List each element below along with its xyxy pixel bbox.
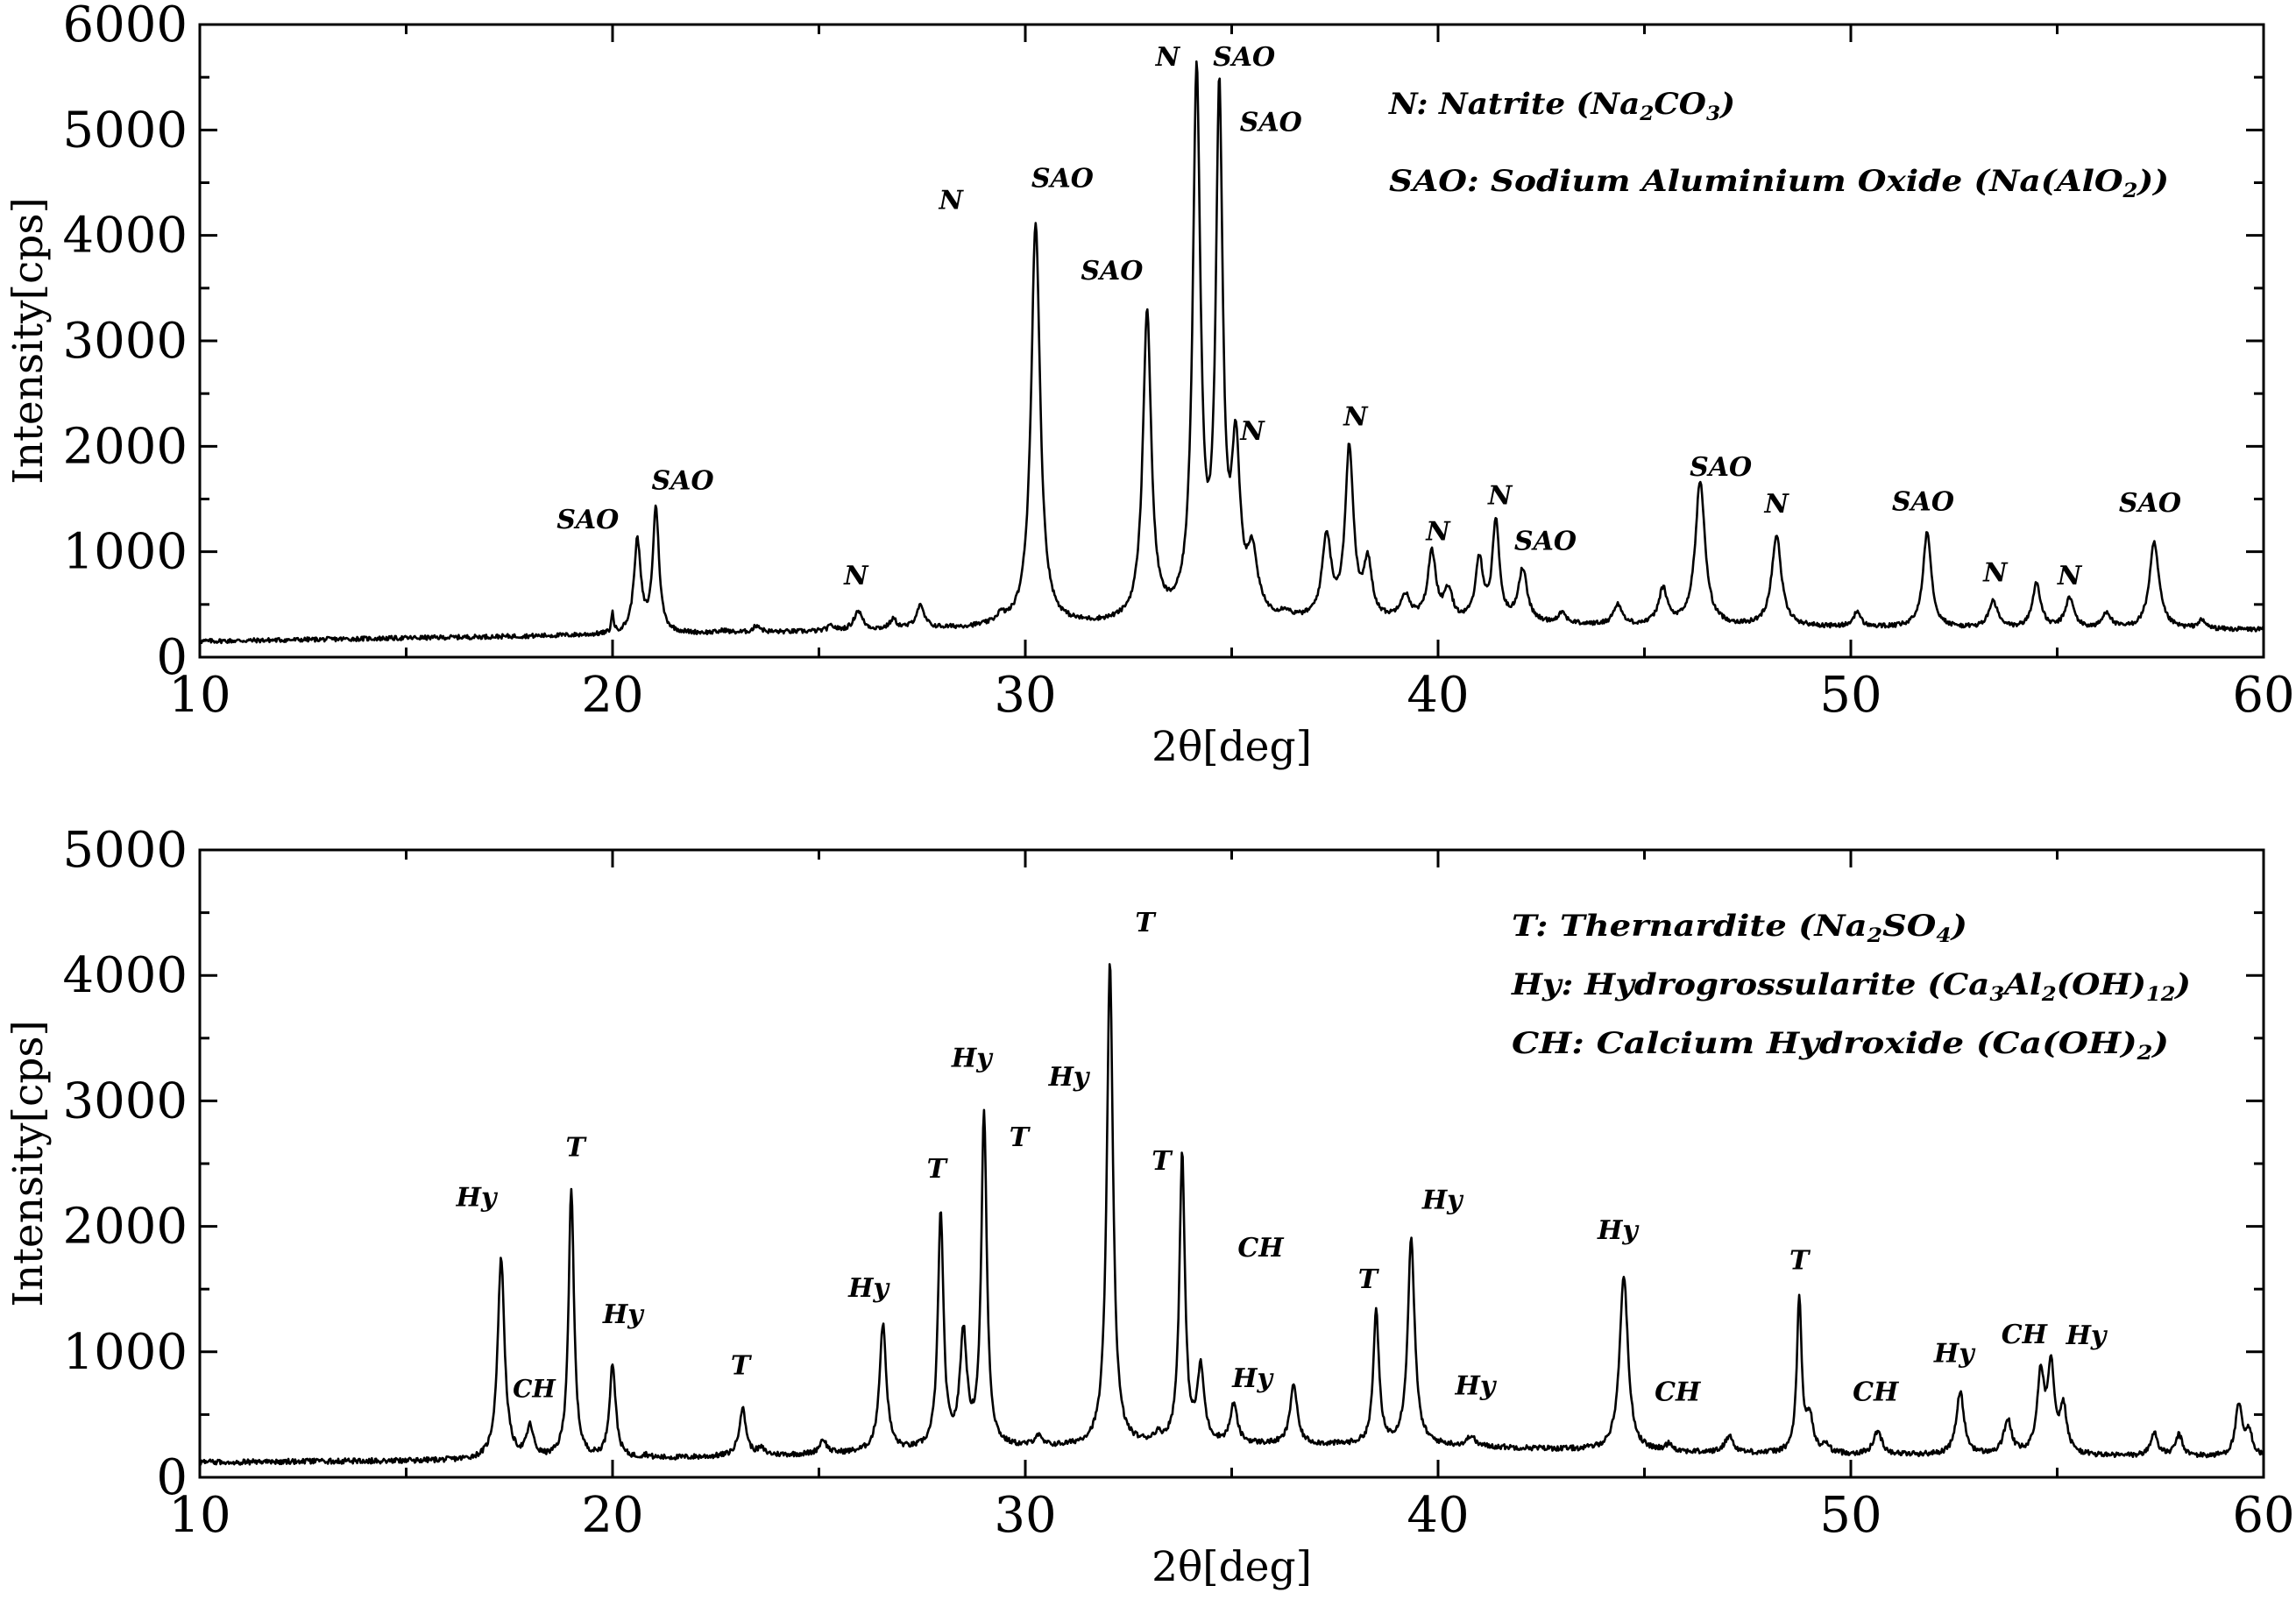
x-tick-label: 50: [1819, 1487, 1881, 1544]
y-tick-label: 0: [156, 1449, 188, 1506]
x-tick-label: 20: [581, 1487, 643, 1544]
x-axis-label: 2θ[deg]: [1152, 1543, 1312, 1591]
peak-label-t: T: [731, 1351, 753, 1382]
peak-label-t: T: [1789, 1245, 1811, 1276]
peak-label-hy: Hy: [951, 1044, 994, 1074]
peak-label-sao: SAO: [556, 505, 619, 535]
peak-label-hy: Hy: [456, 1183, 499, 1214]
peak-label-sao: SAO: [1031, 163, 1094, 194]
peak-label-sao: SAO: [1240, 108, 1302, 138]
xrd-pattern-line: [198, 963, 2265, 1466]
peak-label-n: N: [939, 186, 965, 216]
peak-label-hy: Hy: [847, 1273, 890, 1304]
peak-label-sao: SAO: [1213, 42, 1275, 73]
y-tick-label: 5000: [62, 822, 188, 879]
peak-label-hy: Hy: [1048, 1062, 1091, 1093]
peak-label-t: T: [1358, 1264, 1380, 1295]
peak-label-n: N: [1487, 481, 1513, 512]
plot-frame: [198, 23, 2265, 659]
y-tick-label: 2000: [62, 1199, 188, 1256]
x-tick-label: 30: [994, 667, 1056, 724]
peak-label-t: T: [1152, 1146, 1173, 1177]
legend-entry: CH: Calcium Hydroxide (Ca(OH) 2): [1512, 1026, 2169, 1065]
peak-label-hy: Hy: [1231, 1363, 1274, 1394]
y-tick-label: 6000: [62, 0, 188, 53]
y-tick-label: 3000: [62, 1072, 188, 1129]
peak-label-ch: CH: [513, 1374, 556, 1403]
x-tick-label: 60: [2232, 1487, 2294, 1544]
peak-label-n: N: [1764, 489, 1790, 520]
x-tick-label: 40: [1407, 1487, 1469, 1544]
y-tick-label: 4000: [62, 208, 188, 265]
peak-label-hy: Hy: [2066, 1320, 2108, 1351]
peak-label-sao: SAO: [1081, 256, 1143, 287]
peak-label-hy: Hy: [1454, 1370, 1497, 1401]
y-tick-label: 1000: [62, 524, 188, 581]
peak-label-ch: CH: [2002, 1320, 2049, 1350]
peak-label-t: T: [927, 1154, 949, 1185]
y-axis-label: Intensity[cps]: [4, 1020, 53, 1307]
top-xrd-panel: 10 20 30 40 50 60 0 1000 2000 3000 4000 5000 6000 2θ[…: [4, 0, 2295, 771]
peak-label-hy: Hy: [602, 1299, 645, 1330]
legend-entry: N: Natrite (Na 2CO 3): [1388, 87, 1735, 125]
peak-label-n: N: [1155, 42, 1181, 73]
peak-label-n: N: [1982, 557, 2009, 588]
x-tick-label: 60: [2232, 667, 2294, 724]
peak-label-n: N: [1425, 516, 1451, 547]
legend-entry: SAO: Sodium Aluminium Oxide (Na(AlO 2)): [1389, 164, 2169, 202]
peak-label-hy: Hy: [1421, 1186, 1464, 1216]
y-tick-label: 0: [156, 629, 188, 686]
peak-label-n: N: [1343, 401, 1369, 432]
y-tick-label: 4000: [62, 947, 188, 1004]
peak-label-t: T: [1135, 908, 1157, 938]
peak-label-ch: CH: [1655, 1377, 1702, 1408]
peak-label-sao: SAO: [1690, 452, 1752, 483]
x-tick-label: 50: [1819, 667, 1881, 724]
legend-entry: Hy: Hydrogrossularite (Ca 3Al 2(OH) 12): [1511, 967, 2191, 1006]
peak-label-n: N: [2057, 561, 2083, 591]
peak-label-sao: SAO: [1892, 487, 1954, 518]
y-tick-label: 2000: [62, 418, 188, 475]
x-tick-label: 30: [994, 1487, 1056, 1544]
peak-label-sao: SAO: [2119, 488, 2181, 519]
peak-label-sao: SAO: [1514, 526, 1577, 556]
y-tick-label: 1000: [62, 1324, 188, 1381]
peak-label-sao: SAO: [652, 466, 714, 497]
peak-label-hy: Hy: [1933, 1338, 1976, 1369]
y-tick-label: 3000: [62, 313, 188, 370]
legend-entry: T: Thernardite (Na 2SO 4): [1512, 909, 1967, 947]
peak-label-n: N: [1239, 416, 1265, 447]
bottom-xrd-panel: 10 20 30 40 50 60 0 1000 2000 3000 4000 5000 2θ[deg]…: [4, 822, 2295, 1591]
x-axis-label: 2θ[deg]: [1152, 723, 1312, 771]
peak-label-n: N: [843, 561, 869, 591]
peak-label-ch: CH: [1237, 1233, 1285, 1264]
x-tick-label: 20: [581, 667, 643, 724]
x-tick-label: 10: [168, 667, 230, 724]
peak-label-t: T: [565, 1132, 587, 1163]
x-tick-label: 10: [168, 1487, 230, 1544]
y-axis-label: Intensity[cps]: [4, 197, 53, 485]
peak-label-hy: Hy: [1597, 1215, 1640, 1246]
peak-label-t: T: [1010, 1122, 1031, 1153]
xrd-pattern-line: [199, 60, 2264, 645]
peak-label-ch: CH: [1853, 1377, 1900, 1408]
x-tick-label: 40: [1407, 667, 1469, 724]
y-tick-label: 5000: [62, 102, 188, 159]
